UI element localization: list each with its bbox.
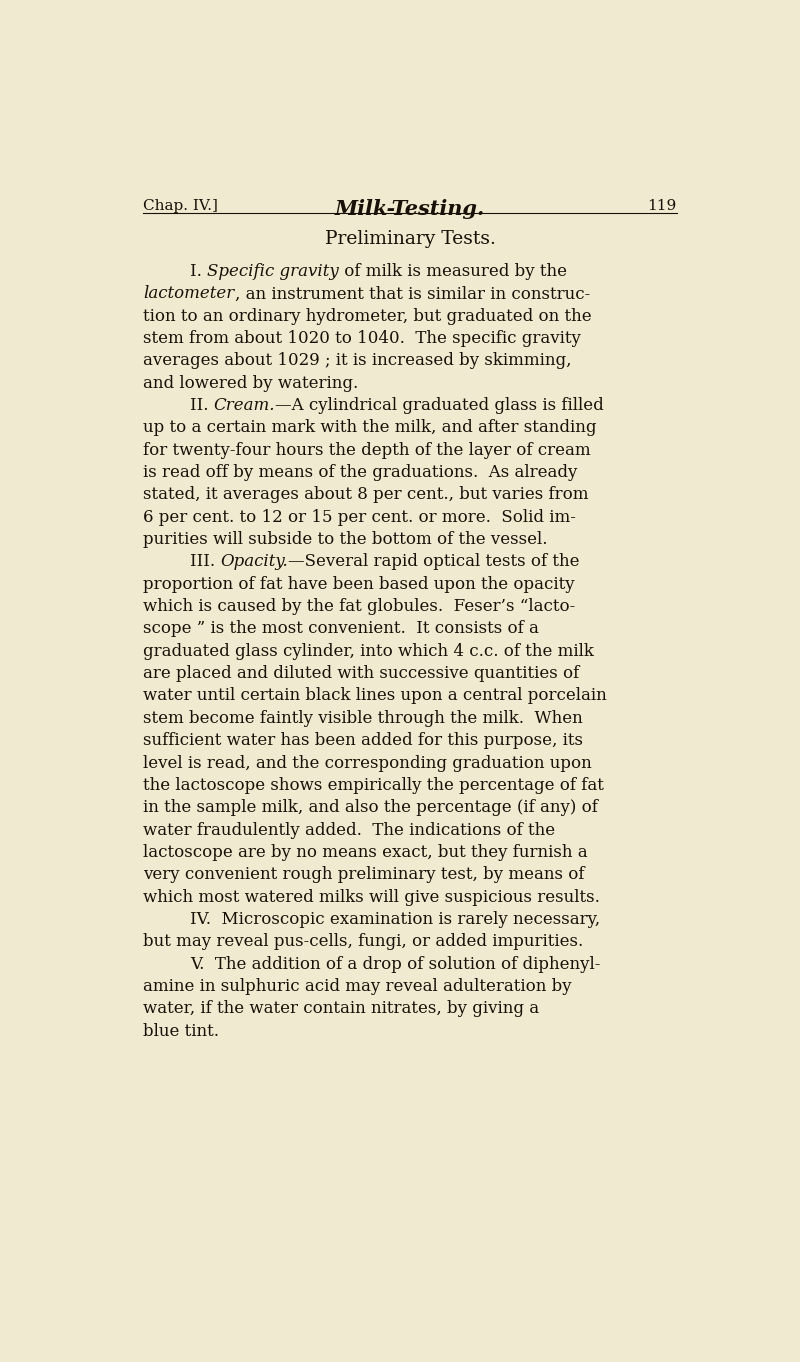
Text: V.  The addition of a drop of solution of diphenyl-: V. The addition of a drop of solution of… (190, 956, 600, 972)
Text: is read off by means of the graduations.  As already: is read off by means of the graduations.… (143, 464, 578, 481)
Text: purities will subside to the bottom of the vessel.: purities will subside to the bottom of t… (143, 531, 548, 548)
Text: up to a certain mark with the milk, and after standing: up to a certain mark with the milk, and … (143, 419, 597, 436)
Text: graduated glass cylinder, into which 4 c.c. of the milk: graduated glass cylinder, into which 4 c… (143, 643, 594, 659)
Text: very convenient rough preliminary test, by means of: very convenient rough preliminary test, … (143, 866, 585, 883)
Text: Specific gravity: Specific gravity (207, 263, 338, 281)
Text: Opacity.: Opacity. (220, 553, 288, 571)
Text: for twenty-four hours the depth of the layer of cream: for twenty-four hours the depth of the l… (143, 441, 591, 459)
Text: Chap. IV.]: Chap. IV.] (143, 199, 218, 212)
Text: II.: II. (190, 398, 214, 414)
Text: 6 per cent. to 12 or 15 per cent. or more.  Solid im-: 6 per cent. to 12 or 15 per cent. or mor… (143, 509, 576, 526)
Text: but may reveal pus-cells, fungi, or added impurities.: but may reveal pus-cells, fungi, or adde… (143, 933, 584, 951)
Text: the lactoscope shows empirically the percentage of fat: the lactoscope shows empirically the per… (143, 776, 604, 794)
Text: , an instrument that is similar in construc-: , an instrument that is similar in const… (234, 286, 590, 302)
Text: 119: 119 (647, 199, 677, 212)
Text: stem from about 1020 to 1040.  The specific gravity: stem from about 1020 to 1040. The specif… (143, 330, 582, 347)
Text: III.: III. (190, 553, 220, 571)
Text: which is caused by the fat globules.  Feser’s “lacto-: which is caused by the fat globules. Fes… (143, 598, 576, 616)
Text: lactometer: lactometer (143, 286, 234, 302)
Text: in the sample milk, and also the percentage (if any) of: in the sample milk, and also the percent… (143, 799, 598, 816)
Text: —Several rapid optical tests of the: —Several rapid optical tests of the (288, 553, 579, 571)
Text: water, if the water contain nitrates, by giving a: water, if the water contain nitrates, by… (143, 1000, 539, 1017)
Text: proportion of fat have been based upon the opacity: proportion of fat have been based upon t… (143, 576, 575, 592)
Text: water fraudulently added.  The indications of the: water fraudulently added. The indication… (143, 821, 555, 839)
Text: averages about 1029 ; it is increased by skimming,: averages about 1029 ; it is increased by… (143, 353, 572, 369)
Text: water until certain black lines upon a central porcelain: water until certain black lines upon a c… (143, 688, 607, 704)
Text: Cream.: Cream. (214, 398, 275, 414)
Text: Preliminary Tests.: Preliminary Tests. (325, 230, 495, 248)
Text: amine in sulphuric acid may reveal adulteration by: amine in sulphuric acid may reveal adult… (143, 978, 572, 994)
Text: are placed and diluted with successive quantities of: are placed and diluted with successive q… (143, 665, 580, 682)
Text: Milk-Testing.: Milk-Testing. (335, 199, 485, 219)
Text: stem become faintly visible through the milk.  When: stem become faintly visible through the … (143, 710, 583, 727)
Text: of milk is measured by the: of milk is measured by the (338, 263, 566, 281)
Text: level is read, and the corresponding graduation upon: level is read, and the corresponding gra… (143, 755, 592, 771)
Text: —A cylindrical graduated glass is filled: —A cylindrical graduated glass is filled (275, 398, 604, 414)
Text: scope ” is the most convenient.  It consists of a: scope ” is the most convenient. It consi… (143, 621, 539, 637)
Text: stated, it averages about 8 per cent., but varies from: stated, it averages about 8 per cent., b… (143, 486, 589, 504)
Text: lactoscope are by no means exact, but they furnish a: lactoscope are by no means exact, but th… (143, 844, 588, 861)
Text: IV.  Microscopic examination is rarely necessary,: IV. Microscopic examination is rarely ne… (190, 911, 600, 928)
Text: sufficient water has been added for this purpose, its: sufficient water has been added for this… (143, 733, 583, 749)
Text: tion to an ordinary hydrometer, but graduated on the: tion to an ordinary hydrometer, but grad… (143, 308, 592, 324)
Text: I.: I. (190, 263, 207, 281)
Text: and lowered by watering.: and lowered by watering. (143, 375, 358, 392)
Text: blue tint.: blue tint. (143, 1023, 219, 1039)
Text: which most watered milks will give suspicious results.: which most watered milks will give suspi… (143, 888, 600, 906)
